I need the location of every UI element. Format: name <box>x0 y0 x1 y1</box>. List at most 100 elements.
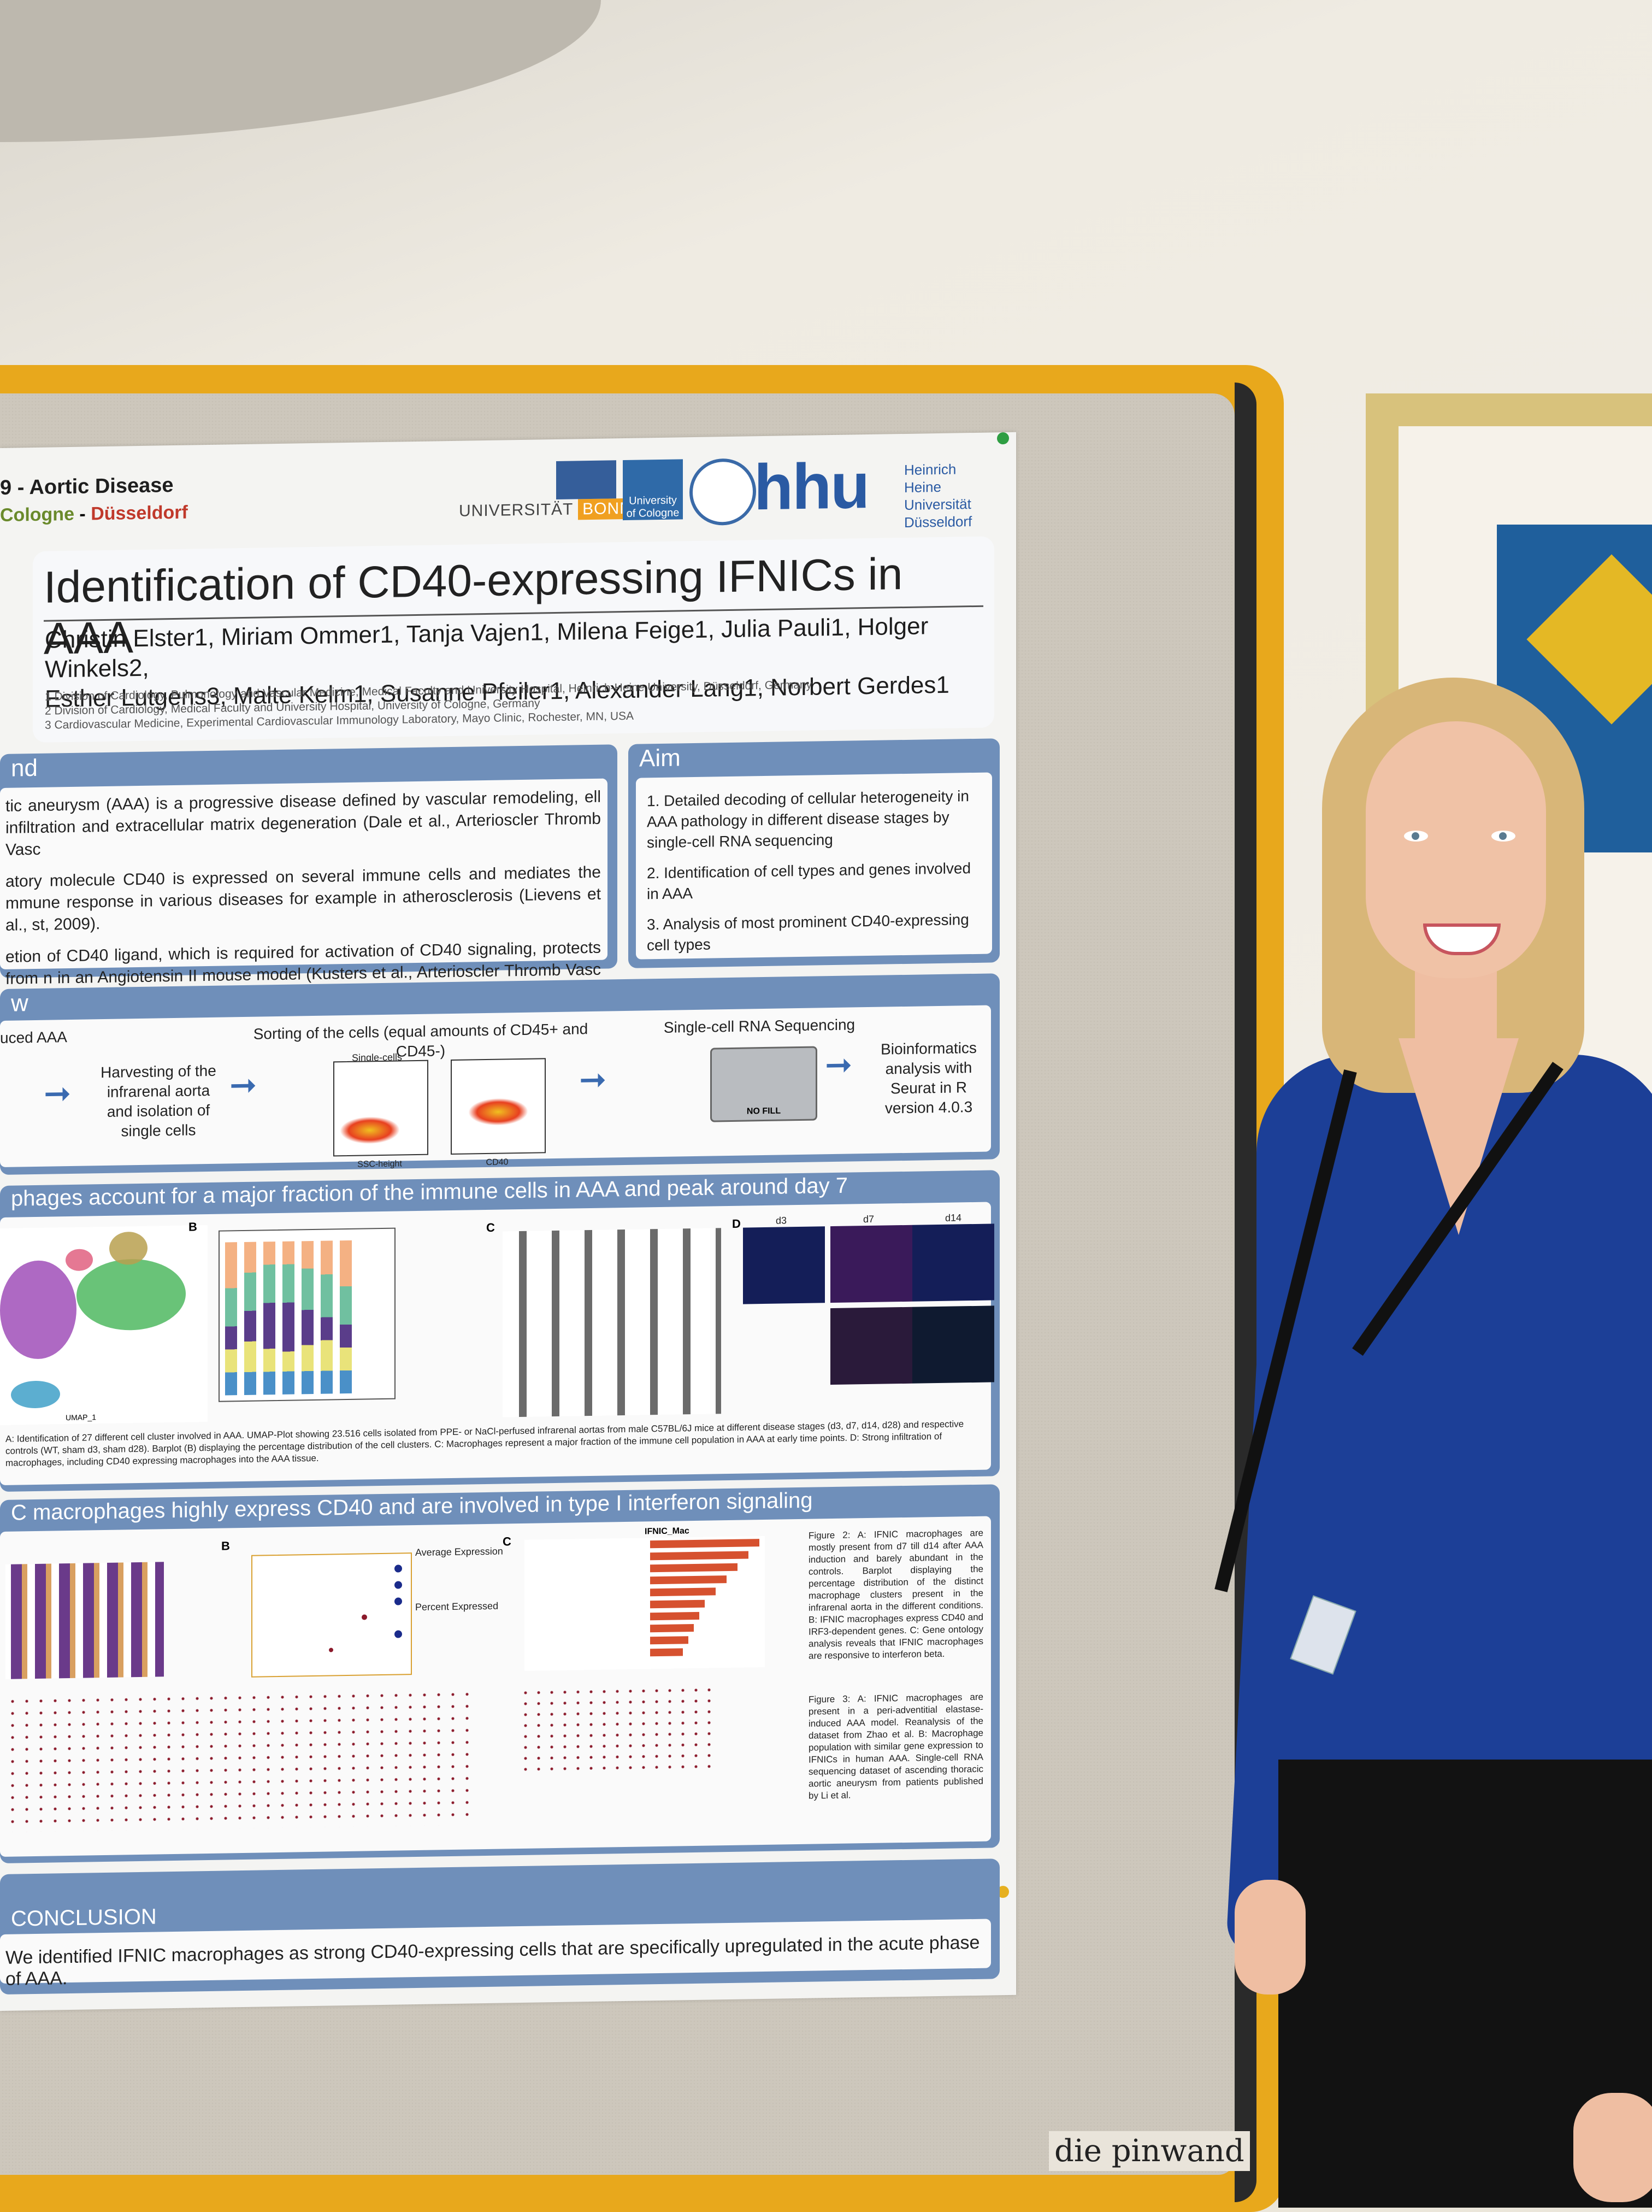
bonn-logo: UNIVERSITÄT BONN <box>459 498 636 522</box>
go-bar <box>650 1599 705 1609</box>
background-section: nd tic aneurysm (AAA) is a progressive d… <box>0 744 617 1010</box>
day-label: d14 <box>945 1212 962 1223</box>
umap-cluster <box>66 1249 93 1272</box>
stacked-bar <box>282 1241 294 1395</box>
conference-label: 9 - Aortic Disease <box>0 474 174 499</box>
go-bar <box>650 1563 738 1573</box>
dot-mark <box>394 1564 402 1573</box>
overview-step-harvest: Harvesting of the infrarenal aorta and i… <box>101 1062 216 1140</box>
go-bar <box>650 1636 688 1645</box>
push-pin-icon <box>997 432 1009 445</box>
hhu-sub-line: Heinrich Heine <box>904 461 957 496</box>
title-box: Identification of CD40-expressing IFNICs… <box>33 536 994 743</box>
conference-cities: Cologne - Düsseldorf <box>0 502 188 526</box>
go-bar <box>650 1539 759 1549</box>
pinboard-brand: die pinwand <box>1049 2131 1250 2171</box>
umap-plot: UMAP_1 <box>0 1225 208 1425</box>
facs-plot-cells <box>333 1060 428 1157</box>
arrow-right-icon: ➞ <box>579 1061 607 1098</box>
aim-item: 2. Identification of cell types and gene… <box>647 860 971 903</box>
cologne-logo: University of Cologne <box>623 459 683 521</box>
aim-section: Aim 1. Detailed decoding of cellular het… <box>628 738 1000 968</box>
overview-step-sorting: Sorting of the cells (equal amounts of C… <box>253 1020 588 1060</box>
results-section-1: phages account for a major fraction of t… <box>0 1170 1000 1492</box>
person-hand <box>1235 1880 1306 1995</box>
university-logos: UNIVERSITÄT BONN University of Cologne h… <box>459 450 994 533</box>
aim-heading: Aim <box>639 744 681 772</box>
results-body-1: UMAP_1 B C D d3 d7 d14 A: Identi <box>0 1202 994 1485</box>
microscopy-image <box>830 1307 912 1385</box>
microscopy-image <box>830 1225 912 1303</box>
go-bar <box>650 1624 694 1633</box>
dot-legend-expression: Average Expression <box>415 1545 503 1558</box>
umap-cluster <box>11 1380 60 1409</box>
aim-body: 1. Detailed decoding of cellular heterog… <box>636 772 992 960</box>
go-bar <box>650 1575 727 1585</box>
facs-plot-cd40 <box>451 1058 546 1155</box>
hhu-sub-line: Universität <box>904 496 971 514</box>
bonn-logo-text: UNIVERSITÄT <box>459 500 573 520</box>
go-barplot <box>524 1536 765 1671</box>
microscopy-image <box>912 1305 994 1384</box>
go-bar <box>650 1611 699 1621</box>
background-paragraph: atory molecule CD40 is expressed on seve… <box>5 863 601 934</box>
city-separator: - <box>74 503 91 525</box>
background-paragraph: tic aneurysm (AAA) is a progressive dise… <box>5 787 601 859</box>
microscopy-image <box>743 1226 825 1304</box>
university-seal-icon <box>689 458 756 526</box>
dotplot-human <box>519 1684 716 1775</box>
dot-mark <box>329 1648 333 1652</box>
eye-icon <box>1491 831 1515 842</box>
microscopy-image <box>912 1223 994 1302</box>
figure2-caption: Figure 2: A: IFNIC macrophages are mostl… <box>809 1527 983 1661</box>
aim-item: 3. Analysis of most prominent CD40-expre… <box>647 911 969 954</box>
panel-c-label: C <box>503 1534 511 1549</box>
city-cologne: Cologne <box>0 503 74 526</box>
dot-mark <box>394 1597 402 1605</box>
overview-body: uced AAA ➞ Harvesting of the infrarenal … <box>0 1005 991 1169</box>
conclusion-text: We identified IFNIC macrophages as stron… <box>5 1932 980 1990</box>
city-duesseldorf: Düsseldorf <box>91 502 188 525</box>
chip-label: NO FILL <box>746 1106 781 1116</box>
go-bar <box>650 1551 748 1561</box>
umap-cluster <box>76 1258 186 1331</box>
stacked-bar <box>321 1240 333 1394</box>
macrophage-count-barplots <box>503 1228 721 1417</box>
facs-density <box>340 1116 400 1145</box>
background-heading: nd <box>11 754 38 782</box>
stacked-bar <box>244 1242 256 1395</box>
figure3-caption: Figure 3: A: IFNIC macrophages are prese… <box>809 1691 983 1801</box>
arrow-right-icon: ➞ <box>229 1066 257 1104</box>
go-bar <box>650 1587 716 1597</box>
dotplot-mouse <box>5 1688 470 1832</box>
conclusion-section: CONCLUSION We identified IFNIC macrophag… <box>0 1858 1000 1995</box>
poster: 9 - Aortic Disease Cologne - Düsseldorf … <box>0 432 1016 2011</box>
stacked-bar <box>302 1240 314 1395</box>
dot-mark <box>394 1581 402 1589</box>
overview-step-bioinformatics: Bioinformatics analysis with Seurat in R… <box>881 1039 977 1117</box>
panel-b-label: B <box>221 1539 230 1553</box>
overview-step-aaa: uced AAA <box>0 1028 67 1046</box>
dot-legend-percent: Percent Expressed <box>415 1600 499 1613</box>
chromium-chip: NO FILL <box>710 1046 817 1122</box>
panel-b-label: B <box>188 1220 197 1234</box>
results1-caption: A: Identification of 27 different cell c… <box>5 1419 964 1468</box>
stacked-bar <box>263 1242 275 1395</box>
conclusion-heading: CONCLUSION <box>11 1904 157 1931</box>
go-bar <box>650 1648 683 1657</box>
bonn-logo-mark <box>556 460 616 500</box>
hhu-logo-subtitle: Heinrich Heine Universität Düsseldorf <box>904 460 994 531</box>
overview-section: w uced AAA ➞ Harvesting of the infrarena… <box>0 973 1000 1175</box>
umap-cluster <box>0 1260 76 1360</box>
background-body: tic aneurysm (AAA) is a progressive dise… <box>0 778 607 1010</box>
dot-mark <box>362 1614 367 1620</box>
macrophage-barplot <box>5 1562 164 1679</box>
gene-dotplot <box>251 1552 412 1678</box>
cluster-barplot <box>219 1227 396 1402</box>
overview-step-sequencing: Single-cell RNA Sequencing <box>663 1016 856 1036</box>
day-label: d7 <box>863 1213 875 1225</box>
facs-density <box>468 1097 528 1126</box>
arrow-right-icon: ➞ <box>825 1046 853 1084</box>
stacked-bar <box>340 1240 352 1394</box>
facs-axis-label: CD40 <box>486 1157 509 1168</box>
